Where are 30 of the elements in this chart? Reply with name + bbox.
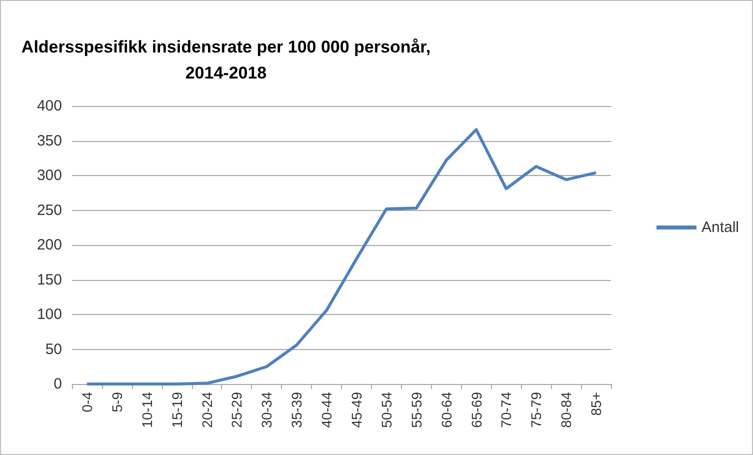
x-tick-label: 5-9 (108, 392, 125, 412)
x-tick-label: 30-34 (258, 392, 275, 428)
y-tick-label: 200 (36, 236, 62, 254)
x-tick-label: 35-39 (288, 392, 305, 428)
x-tick-label: 60-64 (438, 392, 454, 428)
x-tick-label: 75-79 (528, 392, 544, 428)
x-tick-label: 20-24 (198, 392, 215, 428)
x-tick-label: 50-54 (378, 392, 394, 428)
y-tick-label: 150 (36, 271, 62, 288)
x-tick-label: 25-29 (228, 392, 245, 428)
x-tick-label: 10-14 (138, 392, 155, 428)
y-tick-label: 400 (36, 98, 62, 114)
x-tick-label: 55-59 (408, 392, 424, 428)
legend-label: Antall (701, 219, 740, 236)
y-tick-label: 0 (54, 376, 62, 392)
line-series (85, 128, 598, 386)
y-tick-label: 250 (36, 202, 62, 219)
x-tick-label: 40-44 (318, 392, 335, 428)
x-tick-label: 15-19 (168, 392, 185, 428)
x-tick-label: 80-84 (558, 392, 574, 428)
chart-title: Aldersspesifikk insidensrate per 100 000 personår, 2014-2018 (21, 38, 431, 82)
y-tick-label: 300 (36, 167, 62, 184)
x-tick-label: 70-74 (498, 392, 514, 428)
y-tick-label: 50 (45, 340, 62, 358)
x-tick-label: 0-4 (78, 392, 95, 412)
x-tick-label: 45-49 (348, 392, 364, 428)
x-tick-label: 85+ (588, 392, 604, 416)
y-tick-label: 100 (36, 306, 62, 323)
y-tick-label: 350 (36, 132, 62, 150)
x-tick-label: 65-69 (468, 392, 484, 428)
